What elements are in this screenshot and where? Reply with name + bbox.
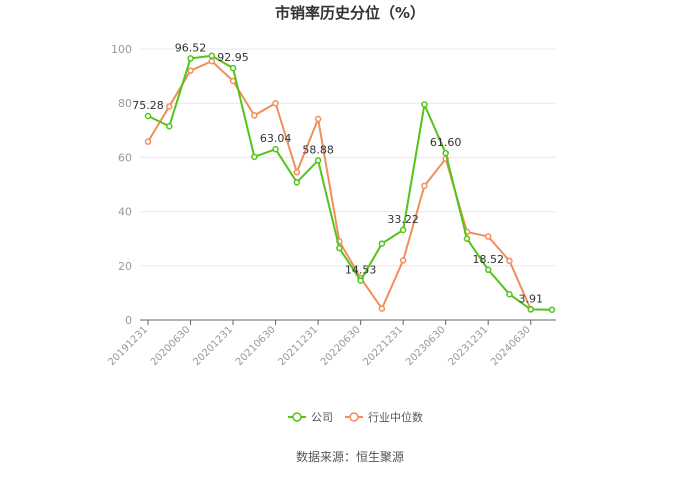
data-label: 96.52: [175, 41, 207, 54]
data-point[interactable]: [421, 182, 428, 190]
data-point[interactable]: [378, 305, 386, 312]
data-point[interactable]: [144, 112, 152, 120]
chart-title: 市销率历史分位（%）: [275, 4, 425, 22]
series-line-1: [147, 60, 532, 311]
data-point[interactable]: [548, 306, 556, 313]
legend[interactable]: 公司 行业中位数: [288, 410, 423, 424]
data-point[interactable]: [272, 99, 279, 107]
data-point[interactable]: [336, 244, 343, 252]
data-label: 92.95: [217, 51, 249, 64]
legend-marker: [349, 412, 359, 422]
data-point[interactable]: [506, 257, 513, 265]
data-label: 61.60: [430, 136, 462, 149]
data-point[interactable]: [314, 157, 322, 164]
y-tick-label: 60: [118, 151, 132, 164]
data-labels: 75.28 96.52 92.95 63.04 58.88 14.53 33.22 61.60…: [132, 41, 543, 305]
x-tick-label: 20200630: [149, 324, 193, 368]
data-point[interactable]: [144, 138, 152, 145]
legend-label: 公司: [311, 411, 333, 424]
data-point[interactable]: [399, 257, 407, 264]
data-point[interactable]: [187, 55, 194, 62]
data-point[interactable]: [272, 145, 279, 153]
data-point[interactable]: [527, 306, 534, 313]
data-point[interactable]: [251, 153, 258, 161]
x-tick-label: 20191231: [106, 324, 150, 368]
gridlines: [140, 48, 556, 267]
data-label: 18.52: [472, 253, 504, 266]
x-tick-label: 20231231: [447, 324, 491, 368]
data-label: 63.04: [260, 132, 292, 145]
x-tick-label: 20240630: [489, 324, 533, 368]
y-tick-label: 40: [118, 206, 132, 219]
legend-label: 行业中位数: [368, 410, 423, 424]
data-point[interactable]: [463, 235, 471, 242]
data-point[interactable]: [421, 101, 428, 108]
y-tick-label: 0: [125, 314, 132, 327]
legend-item-0[interactable]: 公司: [288, 411, 333, 424]
x-tick-label: 20201231: [191, 324, 235, 368]
data-point[interactable]: [251, 112, 258, 119]
y-tick-label: 20: [118, 260, 132, 273]
series-line-0: [147, 54, 553, 311]
data-point[interactable]: [484, 266, 492, 274]
series-lines: [144, 52, 556, 313]
x-tick-label: 20210630: [234, 324, 278, 368]
data-label: 3.91: [518, 292, 543, 305]
data-point[interactable]: [357, 277, 364, 284]
y-tick-label: 100: [111, 43, 132, 56]
data-point[interactable]: [166, 103, 173, 110]
data-point[interactable]: [187, 67, 194, 74]
axes: 0204060801002019123120200630202012312021…: [106, 43, 556, 368]
data-point[interactable]: [399, 226, 407, 234]
data-label: 33.22: [387, 213, 419, 226]
data-label: 75.28: [132, 99, 164, 112]
x-tick-label: 20211231: [276, 324, 320, 368]
data-point[interactable]: [166, 122, 173, 130]
y-tick-label: 80: [118, 97, 132, 110]
data-point[interactable]: [442, 149, 449, 157]
data-point[interactable]: [506, 291, 513, 298]
data-point[interactable]: [314, 115, 322, 123]
data-point[interactable]: [293, 169, 301, 176]
data-point[interactable]: [484, 233, 492, 240]
data-point[interactable]: [208, 57, 216, 65]
x-tick-label: 20230630: [404, 324, 448, 368]
legend-item-1[interactable]: 行业中位数: [345, 410, 423, 424]
data-label: 14.53: [345, 264, 377, 277]
data-point[interactable]: [229, 64, 237, 72]
data-label: 58.88: [302, 143, 334, 156]
data-point[interactable]: [208, 52, 216, 60]
x-tick-label: 20220630: [319, 324, 363, 368]
data-point[interactable]: [293, 179, 301, 186]
x-tick-label: 20221231: [362, 324, 406, 368]
legend-marker: [292, 412, 302, 422]
source-note: 数据来源：恒生聚源: [296, 449, 404, 464]
data-point[interactable]: [378, 240, 386, 247]
